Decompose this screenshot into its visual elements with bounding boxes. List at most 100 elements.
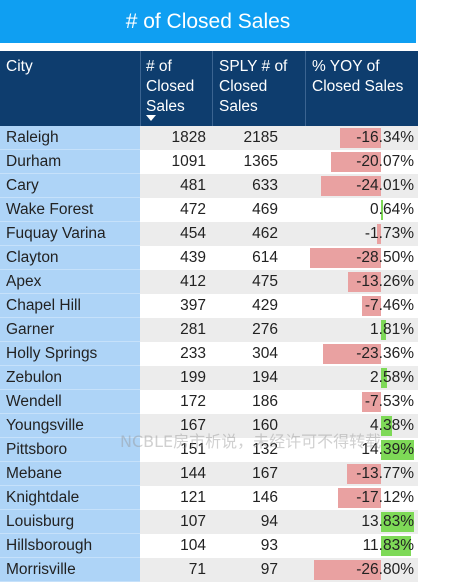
row-background xyxy=(140,198,418,222)
cell-sply-closed-sales: 475 xyxy=(252,273,278,290)
sort-descending-icon[interactable] xyxy=(146,115,156,121)
column-header-city[interactable]: City xyxy=(6,57,33,77)
table-row[interactable]: Youngsville 167 160 4.38% xyxy=(0,414,418,438)
cell-city: Youngsville xyxy=(0,414,140,438)
table-row[interactable]: Chapel Hill 397 429 -7.46% xyxy=(0,294,418,318)
cell-yoy-value: -20.07% xyxy=(356,153,414,170)
cell-yoy: 0.64% xyxy=(306,198,414,222)
cell-yoy: -24.01% xyxy=(306,174,414,198)
column-header-sply[interactable]: SPLY # of Closed Sales xyxy=(219,57,287,117)
cell-yoy-value: -13.26% xyxy=(356,273,414,290)
cell-city: Fuquay Varina xyxy=(0,222,140,246)
positive-yoy-bar xyxy=(381,536,411,556)
cell-closed-sales: 121 xyxy=(180,489,206,506)
cell-yoy: -17.12% xyxy=(306,486,414,510)
cell-yoy: -13.26% xyxy=(306,270,414,294)
cell-city: Holly Springs xyxy=(0,342,140,366)
negative-yoy-bar xyxy=(347,272,381,292)
column-divider xyxy=(212,51,213,126)
positive-yoy-bar xyxy=(381,512,414,532)
cell-yoy-value: 2.58% xyxy=(370,369,414,386)
cell-sply-closed-sales: 633 xyxy=(252,177,278,194)
cell-yoy-value: -23.36% xyxy=(356,345,414,362)
cell-yoy: -16.34% xyxy=(306,126,414,150)
row-background xyxy=(140,414,418,438)
cell-yoy: -7.53% xyxy=(306,390,414,414)
table-row[interactable]: Mebane 144 167 -13.77% xyxy=(0,462,418,486)
table-row[interactable]: Durham 1091 1365 -20.07% xyxy=(0,150,418,174)
cell-yoy: -23.36% xyxy=(306,342,414,366)
cell-yoy-value: -7.46% xyxy=(364,297,414,314)
cell-yoy-value: 13.83% xyxy=(361,513,414,530)
table-row[interactable]: Knightdale 121 146 -17.12% xyxy=(0,486,418,510)
cell-city: Zebulon xyxy=(0,366,140,390)
cell-closed-sales: 1828 xyxy=(171,129,206,146)
table-row[interactable]: Cary 481 633 -24.01% xyxy=(0,174,418,198)
column-header-yoy[interactable]: % YOY of Closed Sales xyxy=(312,57,403,97)
table-row[interactable]: Raleigh 1828 2185 -16.34% xyxy=(0,126,418,150)
column-header-closed-sales[interactable]: # of Closed Sales xyxy=(146,57,194,117)
cell-yoy-value: -17.12% xyxy=(356,489,414,506)
cell-closed-sales: 167 xyxy=(180,417,206,434)
cell-closed-sales: 454 xyxy=(180,225,206,242)
table-header: City # of Closed Sales SPLY # of Closed … xyxy=(0,51,418,126)
cell-yoy-value: 0.64% xyxy=(370,201,414,218)
negative-yoy-bar xyxy=(338,488,381,508)
cell-yoy-value: -13.77% xyxy=(356,465,414,482)
row-background xyxy=(140,438,418,462)
cell-yoy-value: -7.53% xyxy=(364,393,414,410)
row-background xyxy=(140,534,418,558)
cell-city: Clayton xyxy=(0,246,140,270)
negative-yoy-bar xyxy=(309,248,381,268)
table-row[interactable]: Louisburg 107 94 13.83% xyxy=(0,510,418,534)
column-header-closed-line1: # of xyxy=(146,58,172,75)
cell-yoy: -28.50% xyxy=(306,246,414,270)
negative-yoy-bar xyxy=(376,224,381,244)
table-row[interactable]: Garner 281 276 1.81% xyxy=(0,318,418,342)
visual-title: # of Closed Sales xyxy=(0,0,416,43)
cell-yoy: -20.07% xyxy=(306,150,414,174)
cell-sply-closed-sales: 167 xyxy=(252,465,278,482)
column-header-sply-line2: Closed xyxy=(219,78,268,95)
cell-yoy-value: -16.34% xyxy=(356,129,414,146)
cell-yoy-value: -28.50% xyxy=(356,249,414,266)
negative-yoy-bar xyxy=(362,296,381,316)
table-row[interactable]: Wake Forest 472 469 0.64% xyxy=(0,198,418,222)
table-row[interactable]: Clayton 439 614 -28.50% xyxy=(0,246,418,270)
row-background xyxy=(140,510,418,534)
cell-sply-closed-sales: 462 xyxy=(252,225,278,242)
cell-sply-closed-sales: 276 xyxy=(252,321,278,338)
negative-yoy-bar xyxy=(346,464,381,484)
positive-yoy-bar xyxy=(381,440,414,460)
sales-table: City # of Closed Sales SPLY # of Closed … xyxy=(0,51,418,582)
column-header-city-label: City xyxy=(6,58,33,75)
cell-yoy: 2.58% xyxy=(306,366,414,390)
visual-title-text: # of Closed Sales xyxy=(125,9,291,33)
table-row[interactable]: Wendell 172 186 -7.53% xyxy=(0,390,418,414)
cell-sply-closed-sales: 186 xyxy=(252,393,278,410)
cell-closed-sales: 172 xyxy=(180,393,206,410)
table-body: Raleigh 1828 2185 -16.34% Durham 1091 1365 -20.… xyxy=(0,126,418,582)
table-row[interactable]: Zebulon 199 194 2.58% xyxy=(0,366,418,390)
cell-closed-sales: 199 xyxy=(180,369,206,386)
table-row[interactable]: Morrisville 71 97 -26.80% xyxy=(0,558,418,582)
cell-closed-sales: 1091 xyxy=(171,153,206,170)
column-divider xyxy=(140,51,141,126)
column-header-yoy-line1: % YOY of xyxy=(312,58,380,75)
table-row[interactable]: Hillsborough 104 93 11.83% xyxy=(0,534,418,558)
cell-sply-closed-sales: 429 xyxy=(252,297,278,314)
cell-yoy-value: 14.39% xyxy=(361,441,414,458)
cell-city: Mebane xyxy=(0,462,140,486)
row-background xyxy=(140,318,418,342)
cell-yoy-value: 11.83% xyxy=(362,537,414,554)
positive-yoy-bar xyxy=(381,368,388,388)
table-row[interactable]: Apex 412 475 -13.26% xyxy=(0,270,418,294)
table-row[interactable]: Holly Springs 233 304 -23.36% xyxy=(0,342,418,366)
cell-closed-sales: 144 xyxy=(180,465,206,482)
table-row[interactable]: Pittsboro 151 132 14.39% xyxy=(0,438,418,462)
cell-closed-sales: 233 xyxy=(180,345,206,362)
table-row[interactable]: Fuquay Varina 454 462 -1.73% xyxy=(0,222,418,246)
negative-yoy-bar xyxy=(362,392,381,412)
cell-closed-sales: 281 xyxy=(180,321,206,338)
cell-city: Morrisville xyxy=(0,558,140,582)
